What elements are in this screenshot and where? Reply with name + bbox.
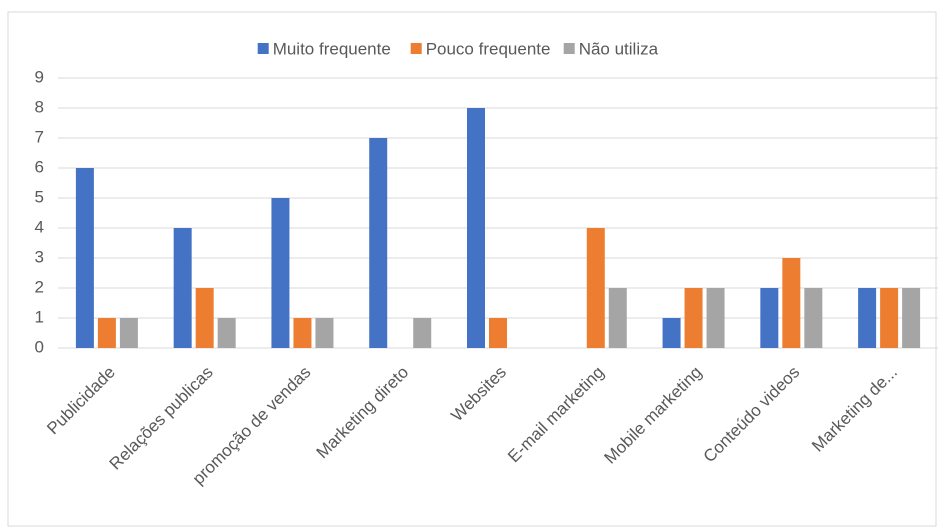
bar <box>195 288 214 348</box>
bar <box>75 168 94 348</box>
bar <box>173 228 192 348</box>
bar <box>662 318 681 348</box>
legend-label: Não utiliza <box>579 39 659 58</box>
bar <box>369 138 388 348</box>
y-tick-label: 4 <box>35 217 44 236</box>
bar <box>608 288 627 348</box>
bar <box>97 318 116 348</box>
y-tick-label: 8 <box>35 97 44 116</box>
y-tick-label: 2 <box>35 277 44 296</box>
legend-label: Muito frequente <box>273 39 391 58</box>
legend-label: Pouco frequente <box>426 39 551 58</box>
bar <box>760 288 779 348</box>
y-tick-label: 5 <box>35 187 44 206</box>
bar <box>684 288 703 348</box>
bar <box>467 108 485 348</box>
y-tick-label: 6 <box>35 157 44 176</box>
bar <box>489 318 507 348</box>
bar <box>782 258 801 348</box>
bar <box>858 288 877 348</box>
bar <box>880 288 899 348</box>
bar <box>119 318 138 348</box>
bar <box>217 318 236 348</box>
bar <box>706 288 725 348</box>
bar <box>586 228 605 348</box>
legend-swatch <box>257 43 269 54</box>
legend-swatch <box>410 43 422 54</box>
legend-swatch <box>563 43 575 54</box>
y-tick-label: 9 <box>35 67 44 86</box>
y-tick-label: 1 <box>35 307 44 326</box>
bar <box>413 318 432 348</box>
bar <box>804 288 823 348</box>
y-tick-label: 0 <box>35 337 44 356</box>
y-tick-label: 3 <box>35 247 44 266</box>
bar <box>271 198 290 348</box>
bar <box>315 318 334 348</box>
bar <box>293 318 312 348</box>
y-tick-label: 7 <box>35 127 44 146</box>
bar <box>902 288 921 348</box>
